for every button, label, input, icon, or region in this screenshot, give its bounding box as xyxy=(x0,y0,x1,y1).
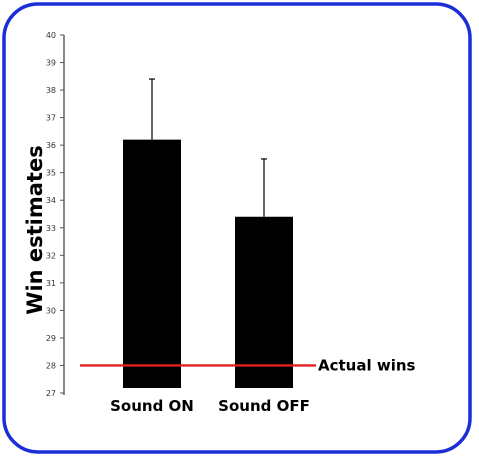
x-category-label: Sound OFF xyxy=(218,397,310,415)
y-axis-label: Win estimates xyxy=(23,145,47,314)
y-tick-label: 32 xyxy=(46,251,56,260)
y-tick-label: 31 xyxy=(46,279,56,288)
y-tick-label: 36 xyxy=(46,141,56,150)
y-tick-label: 35 xyxy=(46,169,56,178)
y-tick-label: 28 xyxy=(46,361,56,370)
y-tick-label: 39 xyxy=(46,59,56,68)
bars xyxy=(123,78,293,388)
y-tick-label: 30 xyxy=(46,306,56,315)
y-tick-label: 29 xyxy=(46,334,56,343)
y-tick-label: 27 xyxy=(46,389,56,398)
y-tick-label: 40 xyxy=(46,31,56,40)
reference-line-group: Actual wins xyxy=(80,356,416,374)
y-tick-label: 37 xyxy=(46,114,56,123)
x-labels: Sound ON Sound OFF xyxy=(110,397,310,415)
y-tick-label: 33 xyxy=(46,224,56,233)
rounded-frame xyxy=(2,2,472,454)
y-ticks: 27 28 29 30 31 32 33 34 35 36 37 38 39 40 xyxy=(46,31,64,398)
y-tick-label: 38 xyxy=(46,86,56,95)
y-tick-label: 34 xyxy=(46,196,56,205)
bar-sound-off xyxy=(235,216,293,388)
y-axis: 27 28 29 30 31 32 33 34 35 36 37 38 39 40 Win estimat… xyxy=(23,31,65,398)
actual-wins-label: Actual wins xyxy=(318,356,416,374)
bar-sound-on xyxy=(123,139,181,388)
x-category-label: Sound ON xyxy=(110,397,194,415)
